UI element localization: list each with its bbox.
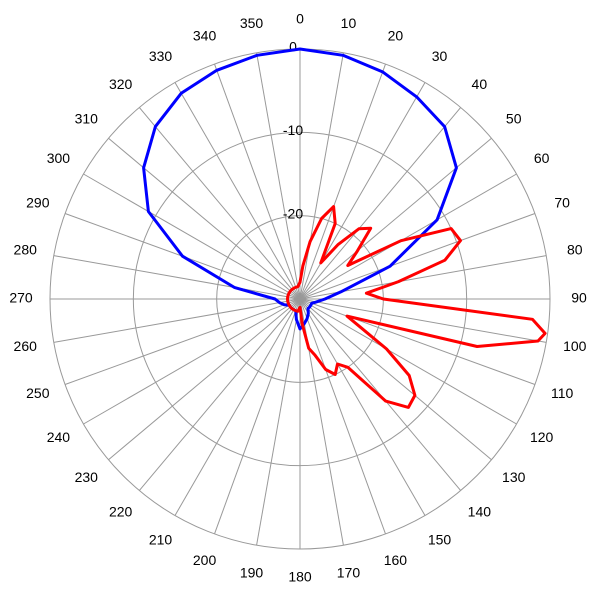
angle-tick-label: 10 [341,15,357,31]
spoke [53,255,301,300]
r-tick-label: -20 [283,205,303,221]
angle-tick-label: 20 [388,28,404,44]
spoke [214,298,301,535]
pattern-line [286,205,547,409]
angle-tick-label: 80 [567,241,583,257]
spoke [108,298,301,461]
angle-tick-label: 190 [240,564,264,580]
spoke [83,298,301,425]
angle-tick-label: 200 [193,552,217,568]
spoke [299,298,547,343]
spoke [83,173,301,300]
grid-circle [132,131,468,467]
spoke [256,298,301,546]
spoke [299,107,462,300]
spoke [299,298,517,425]
angle-tick-label: 170 [337,564,361,580]
angle-tick-label: 90 [571,290,587,306]
angle-tick-label: 330 [149,48,173,64]
angle-tick-label: 260 [14,338,38,354]
spoke [174,82,301,300]
spoke [299,213,536,300]
spoke [174,298,301,516]
spoke [299,298,386,535]
spoke [299,52,344,300]
angle-tick-label: 110 [551,385,574,401]
angle-tick-label: 160 [384,552,408,568]
angle-tick-label: 210 [149,531,173,547]
spoke [138,107,301,300]
angle-tick-label: 40 [472,76,488,92]
angle-tick-label: 30 [432,48,448,64]
angle-tick-label: 150 [428,531,452,547]
r-tick-label: 0 [289,39,297,55]
spoke [299,298,492,461]
angle-tick-label: 230 [75,469,99,485]
spoke [138,298,301,491]
angle-tick-label: 120 [530,429,554,445]
spoke [299,173,517,300]
angle-tick-label: 310 [75,110,99,126]
spoke [108,137,301,300]
spoke [299,298,426,516]
angle-tick-label: 0 [296,11,304,27]
angle-tick-label: 280 [14,241,38,257]
pattern-line [142,47,458,331]
spoke [53,298,301,343]
angle-tick-label: 220 [109,503,133,519]
angle-tick-label: 240 [47,429,71,445]
angle-tick-label: 290 [26,194,50,210]
angle-tick-label: 100 [563,338,587,354]
angle-tick-label: 60 [534,150,550,166]
angle-tick-label: 270 [9,290,33,306]
angle-tick-label: 340 [193,28,217,44]
angle-tick-label: 180 [288,569,312,585]
angle-tick-label: 350 [240,15,264,31]
angle-tick-label: 320 [109,76,133,92]
spoke [299,298,536,385]
angle-tick-label: 130 [502,469,526,485]
spoke [64,298,301,385]
angle-tick-label: 70 [554,194,570,210]
spoke [299,63,386,300]
angle-tick-label: 250 [26,385,50,401]
angle-tick-label: 140 [468,503,492,519]
angle-tick-label: 50 [506,110,522,126]
spoke [214,63,301,300]
spoke [299,137,492,300]
spoke [256,52,301,300]
r-tick-label: -10 [283,122,303,138]
angle-tick-label: 300 [47,150,71,166]
